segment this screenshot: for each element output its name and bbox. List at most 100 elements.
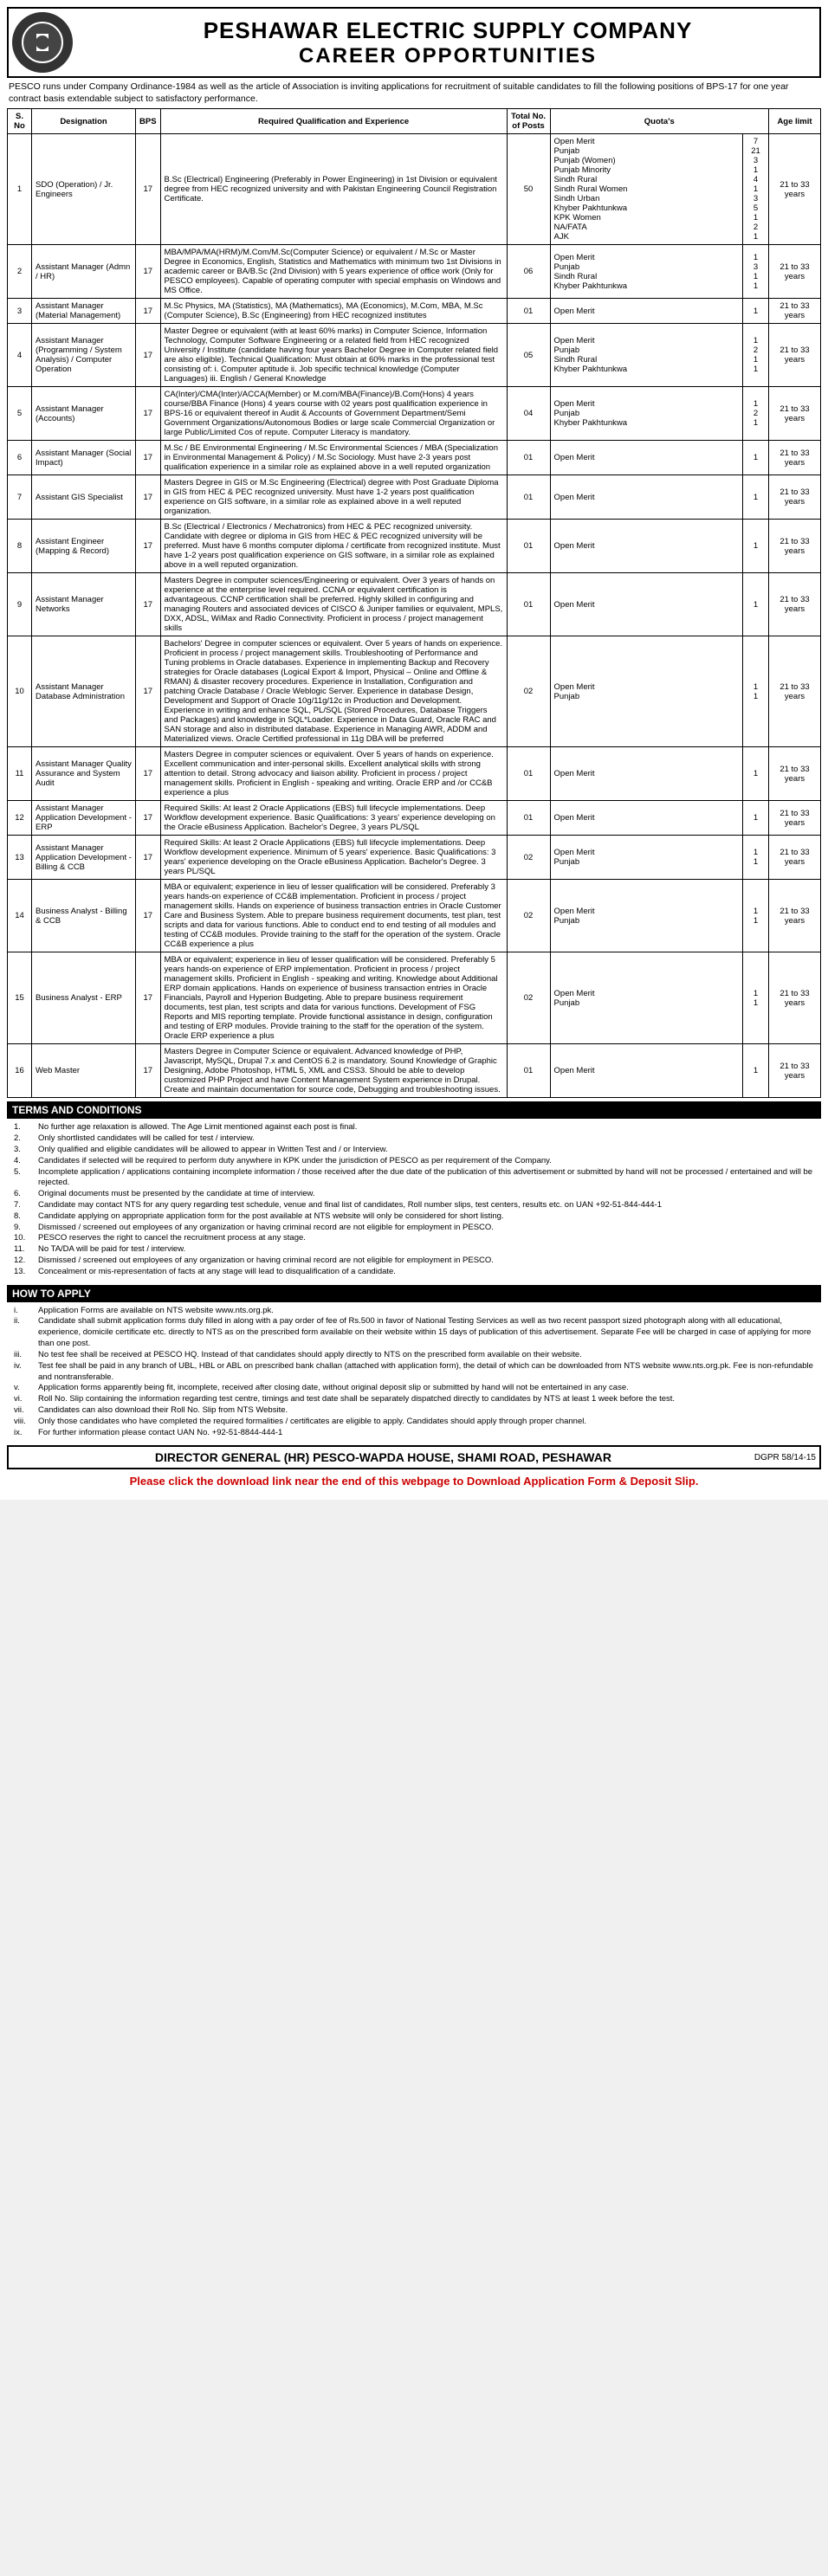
apply-item: iii.No test fee shall be received at PES… bbox=[14, 1350, 814, 1361]
cell-posts: 01 bbox=[507, 573, 550, 636]
cell-posts: 04 bbox=[507, 387, 550, 441]
table-row: 7Assistant GIS Specialist17Masters Degre… bbox=[8, 475, 821, 520]
cell-qualification: Masters Degree in Computer Science or eq… bbox=[160, 1044, 507, 1098]
terms-item: 2.Only shortlisted candidates will be ca… bbox=[14, 1133, 814, 1145]
cell-quota-labels: Open MeritPunjabSindh RuralKhyber Pakhtu… bbox=[550, 245, 742, 299]
terms-title: TERMS AND CONDITIONS bbox=[7, 1101, 821, 1119]
cell-bps: 17 bbox=[136, 520, 161, 573]
cell-sno: 8 bbox=[8, 520, 32, 573]
cell-bps: 17 bbox=[136, 952, 161, 1044]
cell-quota-labels: Open Merit bbox=[550, 573, 742, 636]
cell-quota-values: 1 bbox=[743, 573, 769, 636]
cell-quota-labels: Open Merit bbox=[550, 441, 742, 475]
apply-item: viii.Only those candidates who have comp… bbox=[14, 1417, 814, 1428]
cell-age: 21 to 33 years bbox=[769, 952, 821, 1044]
table-row: 13Assistant Manager Application Developm… bbox=[8, 836, 821, 880]
cell-quota-values: 11 bbox=[743, 952, 769, 1044]
cell-qualification: B.Sc (Electrical / Electronics / Mechatr… bbox=[160, 520, 507, 573]
apply-list: i.Application Forms are available on NTS… bbox=[7, 1302, 821, 1443]
red-download-note: Please click the download link near the … bbox=[7, 1469, 821, 1493]
cell-posts: 05 bbox=[507, 324, 550, 387]
cell-quota-values: 1 bbox=[743, 801, 769, 836]
cell-age: 21 to 33 years bbox=[769, 747, 821, 801]
cell-quota-labels: Open MeritPunjab bbox=[550, 880, 742, 952]
cell-sno: 15 bbox=[8, 952, 32, 1044]
th-sno: S. No bbox=[8, 109, 32, 134]
terms-list: 1.No further age relaxation is allowed. … bbox=[7, 1119, 821, 1281]
table-row: 10Assistant Manager Database Administrat… bbox=[8, 636, 821, 747]
cell-bps: 17 bbox=[136, 245, 161, 299]
cell-sno: 1 bbox=[8, 134, 32, 245]
cell-quota-labels: Open MeritPunjab bbox=[550, 636, 742, 747]
table-row: 2Assistant Manager (Admn / HR)17MBA/MPA/… bbox=[8, 245, 821, 299]
th-age: Age limit bbox=[769, 109, 821, 134]
terms-item: 8.Candidate applying on appropriate appl… bbox=[14, 1211, 814, 1223]
cell-designation: Business Analyst - Billing & CCB bbox=[32, 880, 136, 952]
cell-designation: Assistant Manager (Material Management) bbox=[32, 299, 136, 324]
terms-item: 12.Dismissed / screened out employees of… bbox=[14, 1256, 814, 1267]
cell-age: 21 to 33 years bbox=[769, 441, 821, 475]
apply-item: ii.Candidate shall submit application fo… bbox=[14, 1316, 814, 1349]
cell-bps: 17 bbox=[136, 573, 161, 636]
terms-item: 10.PESCO reserves the right to cancel th… bbox=[14, 1233, 814, 1244]
cell-age: 21 to 33 years bbox=[769, 880, 821, 952]
apply-title: HOW TO APPLY bbox=[7, 1285, 821, 1302]
cell-qualification: Bachelors' Degree in computer sciences o… bbox=[160, 636, 507, 747]
footer-director: DIRECTOR GENERAL (HR) PESCO-WAPDA HOUSE,… bbox=[7, 1445, 821, 1469]
cell-posts: 01 bbox=[507, 801, 550, 836]
cell-sno: 16 bbox=[8, 1044, 32, 1098]
cell-quota-values: 1 bbox=[743, 299, 769, 324]
cell-quota-values: 11 bbox=[743, 836, 769, 880]
cell-bps: 17 bbox=[136, 134, 161, 245]
table-row: 5Assistant Manager (Accounts)17CA(Inter)… bbox=[8, 387, 821, 441]
th-posts: Total No. of Posts bbox=[507, 109, 550, 134]
cell-qualification: MBA/MPA/MA(HRM)/M.Com/M.Sc(Computer Scie… bbox=[160, 245, 507, 299]
cell-sno: 3 bbox=[8, 299, 32, 324]
cell-designation: Assistant Manager Application Developmen… bbox=[32, 836, 136, 880]
terms-item: 11.No TA/DA will be paid for test / inte… bbox=[14, 1244, 814, 1256]
apply-item: iv.Test fee shall be paid in any branch … bbox=[14, 1361, 814, 1384]
cell-designation: Assistant GIS Specialist bbox=[32, 475, 136, 520]
cell-posts: 02 bbox=[507, 880, 550, 952]
header-bar: PESHAWAR ELECTRIC SUPPLY COMPANY CAREER … bbox=[7, 7, 821, 78]
cell-quota-labels: Open Merit bbox=[550, 520, 742, 573]
table-row: 9Assistant Manager Networks17Masters Deg… bbox=[8, 573, 821, 636]
cell-designation: SDO (Operation) / Jr. Engineers bbox=[32, 134, 136, 245]
th-quota: Quota's bbox=[550, 109, 768, 134]
apply-item: v.Application forms apparently being fit… bbox=[14, 1383, 814, 1394]
cell-quota-values: 1 bbox=[743, 1044, 769, 1098]
cell-sno: 12 bbox=[8, 801, 32, 836]
cell-quota-labels: Open MeritPunjab bbox=[550, 836, 742, 880]
cell-sno: 5 bbox=[8, 387, 32, 441]
cell-age: 21 to 33 years bbox=[769, 134, 821, 245]
cell-age: 21 to 33 years bbox=[769, 520, 821, 573]
cell-sno: 13 bbox=[8, 836, 32, 880]
cell-quota-values: 1 bbox=[743, 747, 769, 801]
company-logo bbox=[12, 12, 73, 73]
table-row: 3Assistant Manager (Material Management)… bbox=[8, 299, 821, 324]
cell-age: 21 to 33 years bbox=[769, 299, 821, 324]
table-row: 11Assistant Manager Quality Assurance an… bbox=[8, 747, 821, 801]
cell-bps: 17 bbox=[136, 801, 161, 836]
cell-quota-values: 1311 bbox=[743, 245, 769, 299]
cell-posts: 01 bbox=[507, 1044, 550, 1098]
cell-age: 21 to 33 years bbox=[769, 245, 821, 299]
cell-designation: Business Analyst - ERP bbox=[32, 952, 136, 1044]
th-qualification: Required Qualification and Experience bbox=[160, 109, 507, 134]
cell-designation: Assistant Manager (Social Impact) bbox=[32, 441, 136, 475]
cell-designation: Assistant Manager Networks bbox=[32, 573, 136, 636]
cell-qualification: Required Skills: At least 2 Oracle Appli… bbox=[160, 801, 507, 836]
cell-quota-labels: Open Merit bbox=[550, 475, 742, 520]
cell-age: 21 to 33 years bbox=[769, 636, 821, 747]
cell-designation: Assistant Manager Application Developmen… bbox=[32, 801, 136, 836]
cell-sno: 2 bbox=[8, 245, 32, 299]
dgpr-code: DGPR 58/14-15 bbox=[754, 1453, 816, 1462]
cell-quota-labels: Open Merit bbox=[550, 1044, 742, 1098]
th-designation: Designation bbox=[32, 109, 136, 134]
cell-qualification: Masters Degree in GIS or M.Sc Engineerin… bbox=[160, 475, 507, 520]
apply-item: vi.Roll No. Slip containing the informat… bbox=[14, 1394, 814, 1405]
cell-age: 21 to 33 years bbox=[769, 324, 821, 387]
cell-bps: 17 bbox=[136, 880, 161, 952]
cell-age: 21 to 33 years bbox=[769, 836, 821, 880]
cell-designation: Assistant Manager (Accounts) bbox=[32, 387, 136, 441]
